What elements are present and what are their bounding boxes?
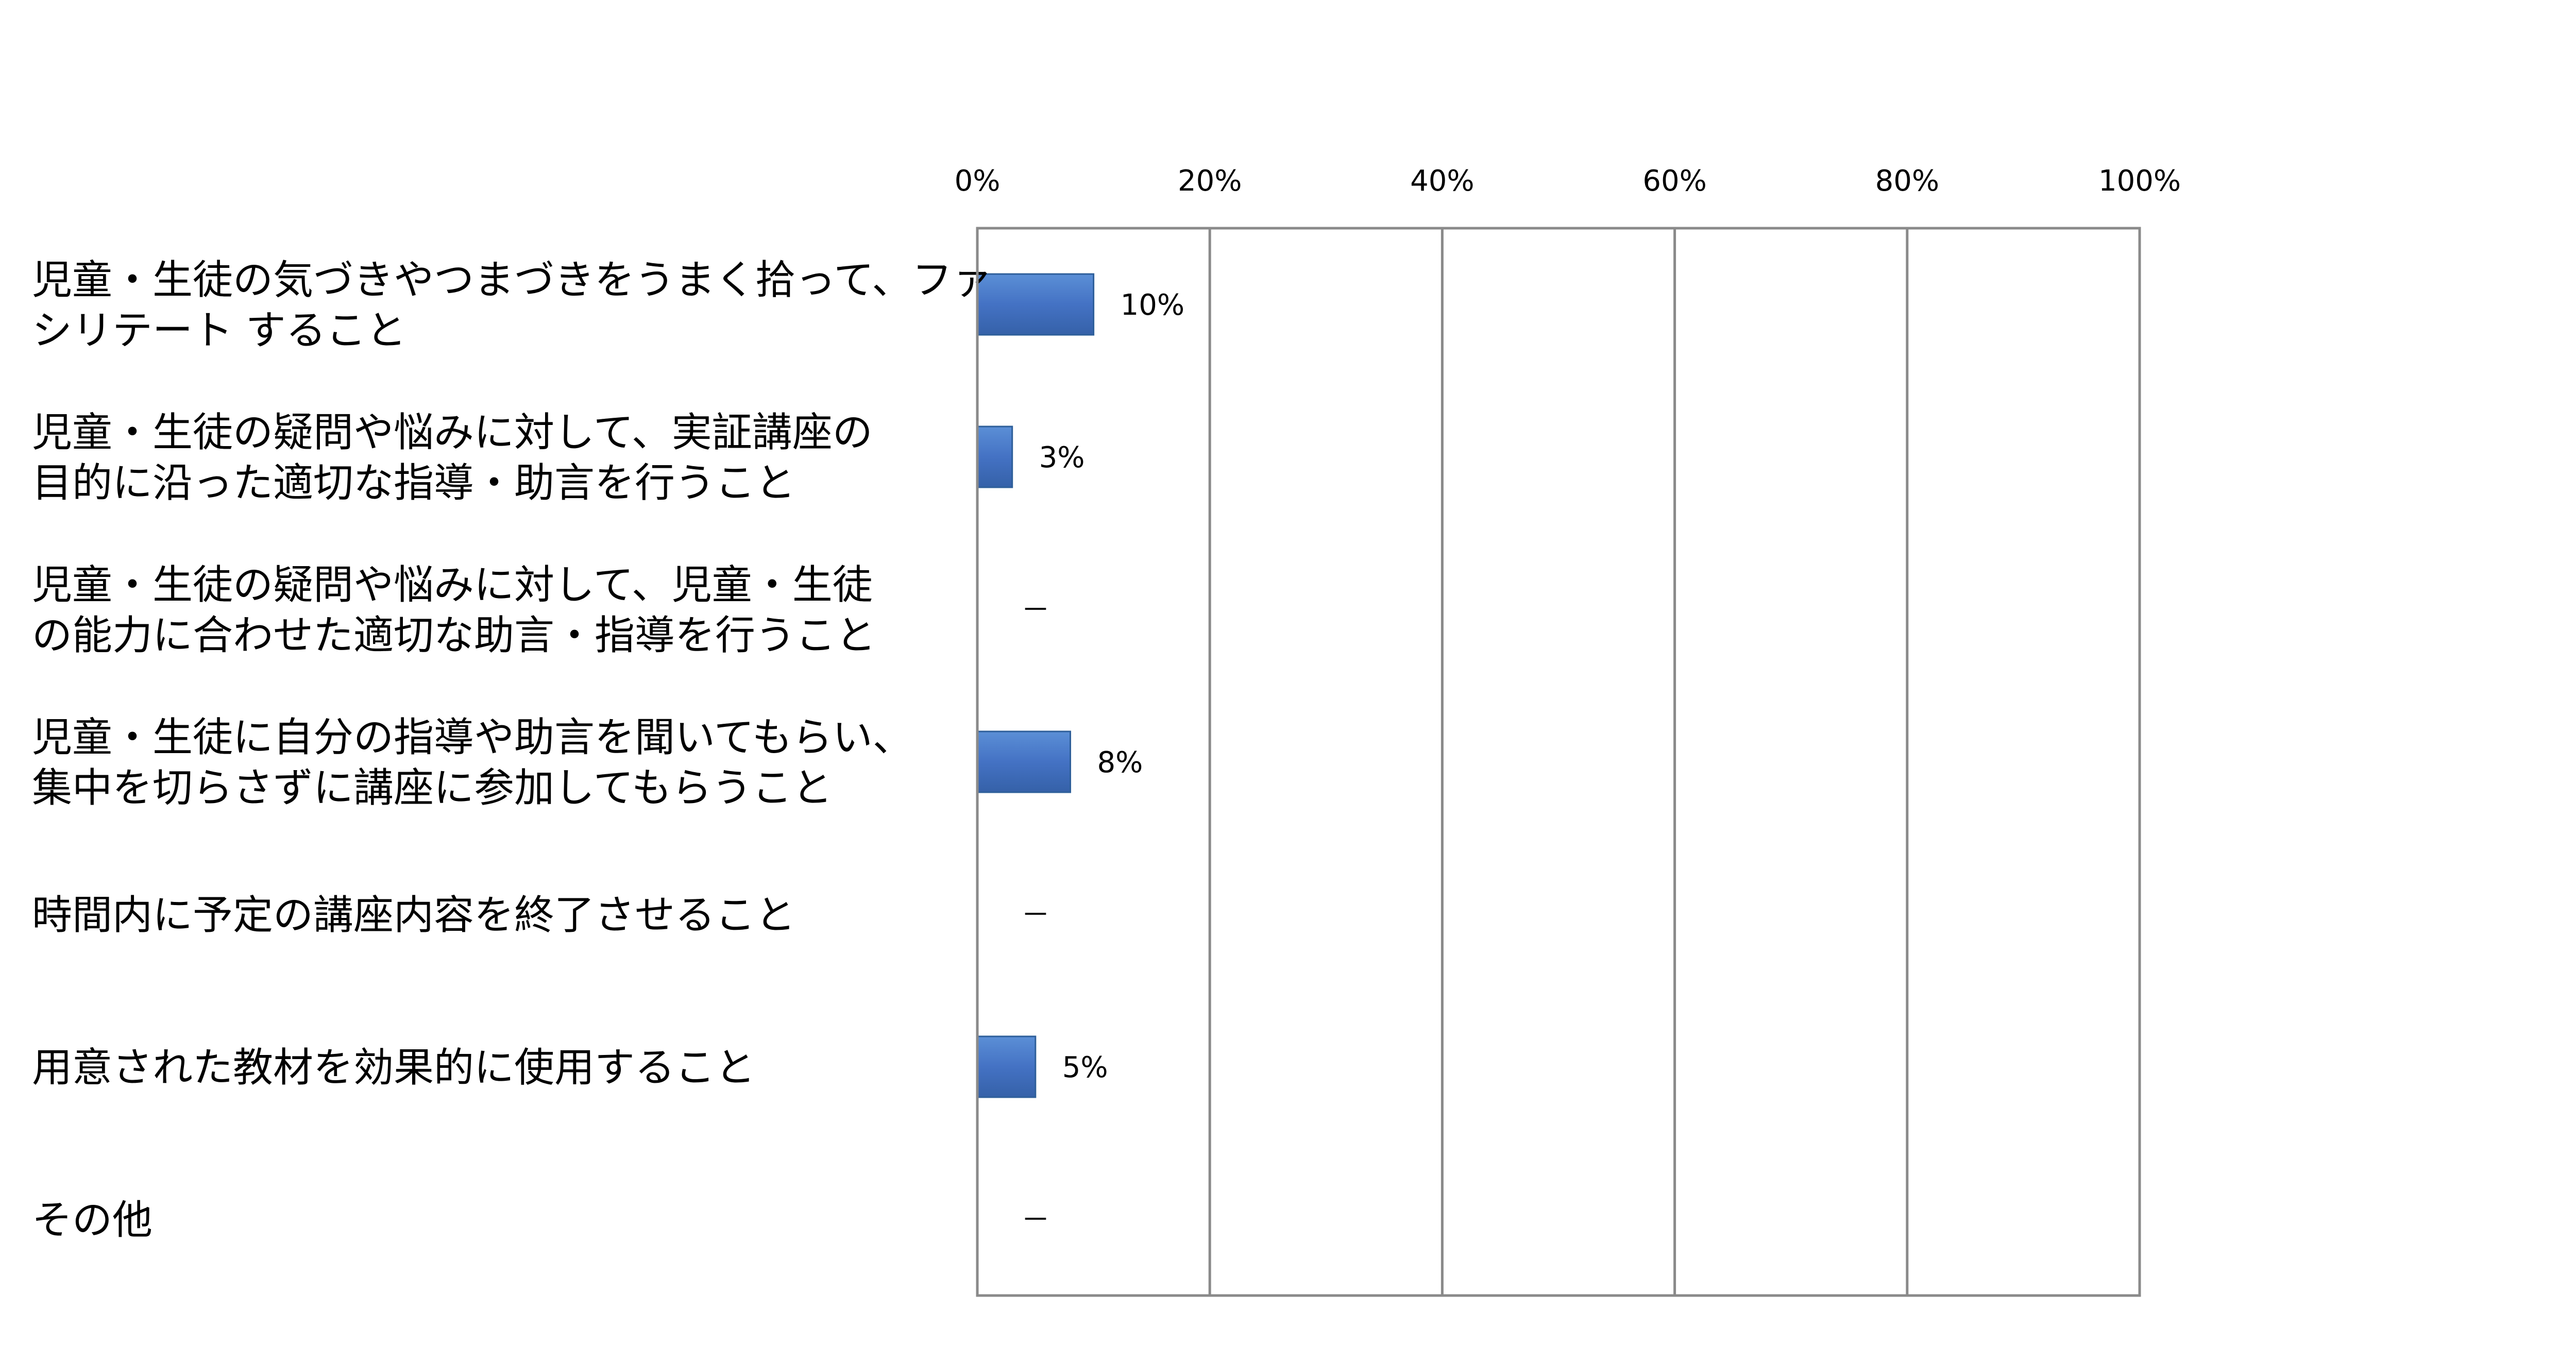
bar-4 xyxy=(976,730,1071,793)
category-label-line: 目的に沿った適切な指導・助言を行うこと xyxy=(32,460,795,506)
data-label-5: － xyxy=(1021,898,1050,932)
category-label-line: 集中を切らさずに講座に参加してもらうこと xyxy=(32,765,833,811)
category-label-line: 時間内に予定の講座内容を終了させること xyxy=(32,892,795,939)
data-label-2: 3% xyxy=(1039,441,1085,474)
category-label-line: シリテート すること xyxy=(32,308,406,354)
data-label-6: 5% xyxy=(1062,1051,1108,1084)
bar-1 xyxy=(976,273,1095,336)
category-label-line: その他 xyxy=(32,1197,152,1243)
x-tick-label: 80% xyxy=(1875,164,1939,198)
category-label-line: 児童・生徒の疑問や悩みに対して、実証講座の xyxy=(32,410,873,456)
category-label-line: 児童・生徒の疑問や悩みに対して、児童・生徒 xyxy=(32,562,873,608)
category-label-1: 児童・生徒の気づきやつまづきをうまく拾って、ファシリテート すること xyxy=(32,257,992,354)
plot-area-frame xyxy=(976,227,2141,1297)
category-label-line: 用意された教材を効果的に使用すること xyxy=(32,1045,755,1091)
x-tick-label: 60% xyxy=(1642,164,1706,198)
gridlines xyxy=(1208,228,1909,1296)
category-label-2: 児童・生徒の疑問や悩みに対して、実証講座の目的に沿った適切な指導・助言を行うこと xyxy=(32,410,873,506)
x-tick-label: 40% xyxy=(1410,164,1474,198)
category-label-6: 用意された教材を効果的に使用すること xyxy=(32,1045,755,1091)
bar-6 xyxy=(976,1035,1037,1098)
data-label-1: 10% xyxy=(1121,288,1184,322)
category-label-5: 時間内に予定の講座内容を終了させること xyxy=(32,892,795,939)
x-tick-label: 0% xyxy=(955,164,1001,198)
category-label-4: 児童・生徒に自分の指導や助言を聞いてもらい、集中を切らさずに講座に参加してもらう… xyxy=(32,714,913,811)
bars xyxy=(976,273,1095,1098)
data-label-4: 8% xyxy=(1097,746,1143,779)
data-label-3: － xyxy=(1021,593,1050,627)
x-tick-label: 20% xyxy=(1178,164,1242,198)
category-label-7: その他 xyxy=(32,1197,152,1243)
data-labels: 10% 3% － 8% － 5% － xyxy=(1021,288,1184,1237)
category-label-line: 児童・生徒に自分の指導や助言を聞いてもらい、 xyxy=(32,714,913,761)
x-axis-tick-labels: 0% 20% 40% 60% 80% 100% xyxy=(955,164,2181,198)
category-labels: 児童・生徒の気づきやつまづきをうまく拾って、ファシリテート すること児童・生徒の… xyxy=(32,257,992,1243)
bar-2 xyxy=(976,425,1013,488)
category-label-line: の能力に合わせた適切な助言・指導を行うこと xyxy=(32,612,876,659)
x-tick-label: 100% xyxy=(2098,164,2181,198)
data-label-7: － xyxy=(1021,1203,1050,1237)
category-label-line: 児童・生徒の気づきやつまづきをうまく拾って、ファ xyxy=(32,257,992,303)
category-label-3: 児童・生徒の疑問や悩みに対して、児童・生徒の能力に合わせた適切な助言・指導を行う… xyxy=(32,562,876,659)
